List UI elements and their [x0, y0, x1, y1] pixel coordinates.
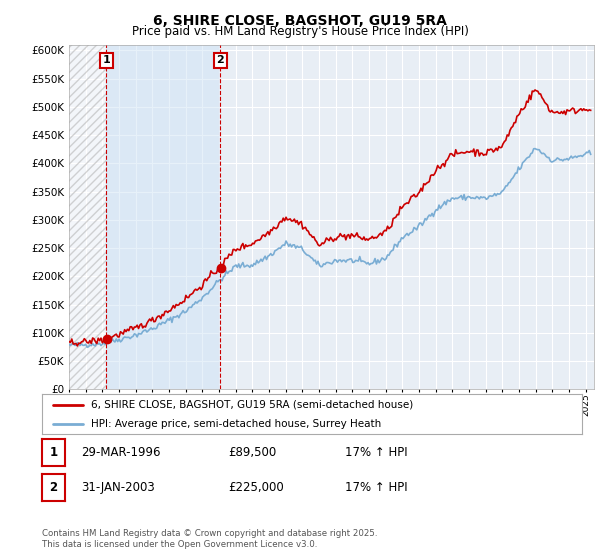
Text: 2: 2 [49, 481, 58, 494]
Text: Contains HM Land Registry data © Crown copyright and database right 2025.
This d: Contains HM Land Registry data © Crown c… [42, 529, 377, 549]
Bar [106, 45, 220, 389]
Text: 29-MAR-1996: 29-MAR-1996 [81, 446, 161, 459]
Text: £89,500: £89,500 [228, 446, 276, 459]
Text: 17% ↑ HPI: 17% ↑ HPI [345, 481, 407, 494]
Text: 2: 2 [217, 55, 224, 66]
Text: 17% ↑ HPI: 17% ↑ HPI [345, 446, 407, 459]
Text: Price paid vs. HM Land Registry's House Price Index (HPI): Price paid vs. HM Land Registry's House … [131, 25, 469, 38]
Bar [69, 45, 106, 389]
Text: £225,000: £225,000 [228, 481, 284, 494]
Text: 6, SHIRE CLOSE, BAGSHOT, GU19 5RA: 6, SHIRE CLOSE, BAGSHOT, GU19 5RA [153, 14, 447, 28]
Text: 6, SHIRE CLOSE, BAGSHOT, GU19 5RA (semi-detached house): 6, SHIRE CLOSE, BAGSHOT, GU19 5RA (semi-… [91, 400, 413, 410]
Text: HPI: Average price, semi-detached house, Surrey Heath: HPI: Average price, semi-detached house,… [91, 419, 381, 429]
Text: 1: 1 [49, 446, 58, 459]
Text: 31-JAN-2003: 31-JAN-2003 [81, 481, 155, 494]
Text: 1: 1 [102, 55, 110, 66]
